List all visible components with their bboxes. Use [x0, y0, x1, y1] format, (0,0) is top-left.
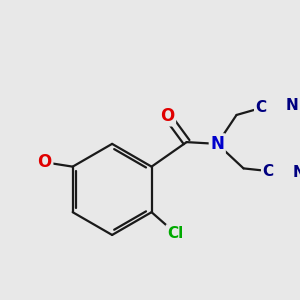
Text: N: N [210, 135, 224, 153]
Text: O: O [38, 153, 52, 171]
Text: Cl: Cl [167, 226, 183, 241]
Text: C: C [262, 164, 274, 178]
Text: C: C [256, 100, 267, 116]
Text: N: N [285, 98, 298, 113]
Text: N: N [292, 165, 300, 180]
Text: O: O [160, 107, 175, 125]
